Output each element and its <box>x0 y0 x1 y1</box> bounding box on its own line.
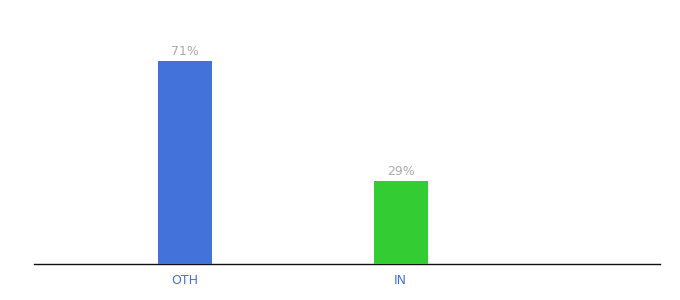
Bar <box>158 61 212 264</box>
Text: 71%: 71% <box>171 45 199 58</box>
Text: 29%: 29% <box>387 165 415 178</box>
Bar <box>374 181 428 264</box>
